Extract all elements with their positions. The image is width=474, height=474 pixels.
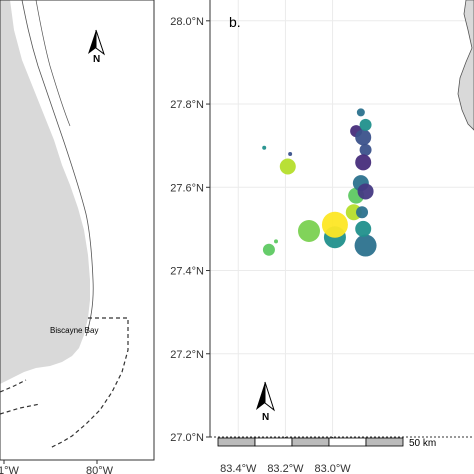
sample-point [356, 108, 365, 117]
x-tick-label: 83.2°W [267, 463, 304, 474]
sample-point [356, 206, 369, 219]
panel-a-x-tick-2: 80°W [86, 465, 114, 474]
sample-point [359, 118, 372, 131]
panel-b-map [210, 0, 474, 437]
sample-point [354, 234, 377, 257]
sample-point [298, 219, 320, 242]
coastline [21, 0, 94, 337]
barrier-island [35, 0, 71, 127]
north-label-b: N [262, 412, 269, 423]
sample-point [262, 145, 267, 150]
y-tick-label: 27.6°N [170, 182, 204, 194]
biscayne-bay-boundary [49, 317, 129, 449]
boundary-lower-edge [0, 379, 27, 393]
y-tick-label: 28.0°N [170, 16, 204, 28]
sample-points [262, 108, 377, 257]
x-tick-label: 83.4°W [220, 463, 257, 474]
scalebar: 50 km [217, 437, 436, 449]
florida-west-coast [457, 0, 474, 131]
sample-point [355, 129, 372, 146]
scalebar-label: 50 km [409, 438, 436, 449]
sample-point [359, 143, 372, 156]
y-tick-label: 27.0°N [170, 432, 204, 444]
panel-b-axes: 83.4°W 83.2°W 83.0°W 27.0°N 27.2°N 27.4°N 27.6… [170, 16, 351, 474]
sample-point [288, 151, 293, 156]
sample-point [357, 183, 374, 200]
florida-landmass [0, 0, 90, 384]
x-tick-label: 83.0°W [314, 463, 351, 474]
y-tick-label: 27.8°N [170, 99, 204, 111]
north-label: N [93, 54, 100, 65]
north-arrow-icon-b: N [256, 381, 275, 423]
sample-point [262, 243, 275, 256]
panel-b-label: b. [229, 14, 241, 30]
panel-a-frame [0, 0, 155, 461]
panel-a-x-tick-1: 1°W [0, 465, 20, 474]
panel-a-map [0, 0, 154, 460]
sample-point [355, 220, 372, 237]
north-arrow-icon: N [88, 29, 105, 65]
y-tick-label: 27.2°N [170, 349, 204, 361]
sample-point [274, 239, 278, 244]
biscayne-bay-label: Biscayne Bay [50, 326, 98, 335]
sample-point [279, 158, 296, 175]
y-tick-label: 27.4°N [170, 266, 204, 278]
sample-point [355, 154, 372, 171]
sample-point [321, 211, 348, 238]
